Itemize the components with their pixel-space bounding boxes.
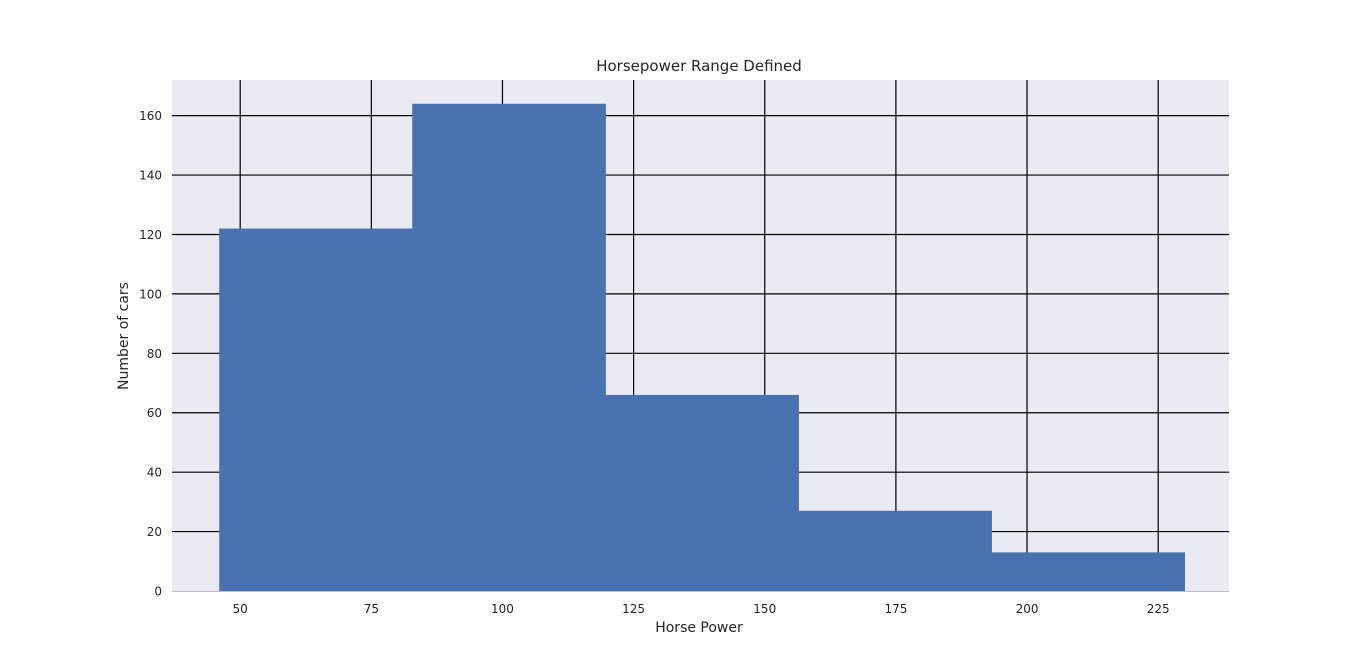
x-tick-label: 225 [1147, 602, 1170, 616]
y-axis-label: Number of cars [116, 282, 132, 390]
x-tick-label: 125 [622, 602, 645, 616]
y-axis-ticks: 0 20 40 60 80 100 120 140 160 [139, 109, 162, 598]
x-axis-ticks: 50 75 100 125 150 175 200 225 [233, 602, 1170, 616]
y-tick-label: 140 [139, 169, 162, 183]
histogram-bar [798, 510, 992, 591]
y-tick-label: 100 [139, 287, 162, 301]
histogram-bar [605, 394, 799, 591]
y-tick-label: 20 [147, 525, 162, 539]
chart-title: Horsepower Range Defined [596, 57, 802, 75]
y-tick-label: 40 [147, 466, 162, 480]
x-tick-label: 75 [364, 602, 379, 616]
histogram-bars [172, 103, 1229, 592]
y-tick-label: 0 [154, 585, 162, 599]
x-axis-label: Horse Power [655, 620, 743, 636]
x-tick-label: 100 [491, 602, 514, 616]
x-tick-label: 200 [1016, 602, 1039, 616]
histogram-bar [412, 103, 606, 591]
y-tick-label: 120 [139, 228, 162, 242]
x-tick-label: 175 [884, 602, 907, 616]
y-tick-label: 160 [139, 109, 162, 123]
y-tick-label: 60 [147, 406, 162, 420]
x-tick-label: 150 [753, 602, 776, 616]
y-tick-label: 80 [147, 347, 162, 361]
histogram-bar [991, 552, 1186, 591]
histogram-bar [219, 228, 413, 591]
x-tick-label: 50 [233, 602, 248, 616]
